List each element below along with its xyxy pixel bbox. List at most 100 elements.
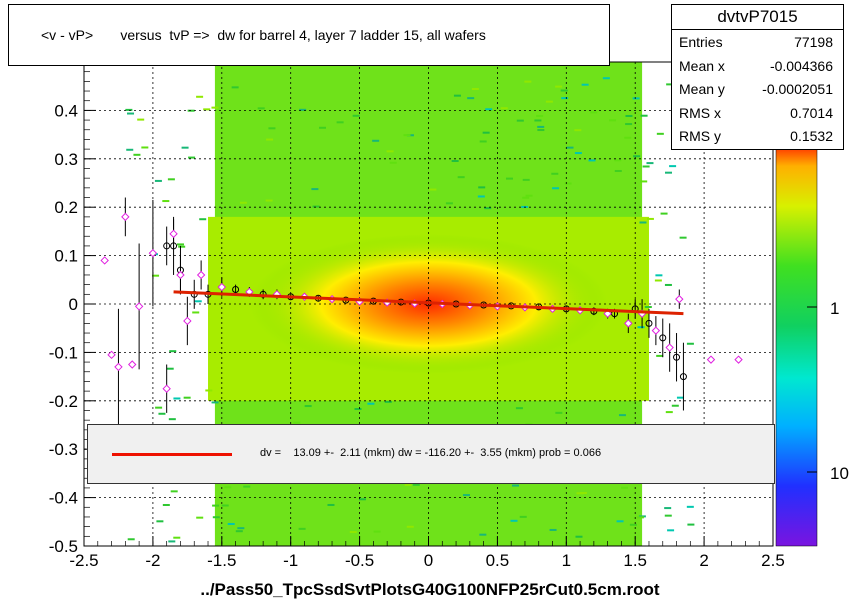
density-cell [646, 162, 654, 165]
density-cell [211, 106, 219, 109]
density-cell [555, 85, 563, 88]
density-cell [299, 108, 307, 111]
density-cell [640, 180, 648, 183]
density-cell [266, 138, 274, 141]
axes: -2.5 -2 -1.5 -1 -0.5 0 0.5 1 1.5 2 2.5 -0.5 -0.4 -0.3… [49, 61, 785, 570]
density-cell [404, 483, 412, 486]
density-cell [293, 421, 301, 424]
profile-point-alt [675, 294, 684, 304]
density-cell [656, 132, 664, 135]
density-cell [203, 108, 211, 111]
density-cell [639, 221, 647, 224]
density-cell [524, 80, 532, 83]
density-cell [510, 519, 518, 522]
density-cell [637, 326, 645, 329]
density-cell [205, 389, 213, 392]
density-cell [505, 177, 513, 180]
density-cell [478, 186, 486, 189]
density-cell [525, 194, 533, 197]
density-cell [671, 404, 679, 407]
density-cell [516, 119, 524, 122]
fit-line [173, 290, 684, 316]
density-cell [646, 217, 654, 220]
profile-point-alt [734, 355, 743, 364]
density-cell [231, 86, 239, 89]
x-tick-label: 2 [699, 551, 708, 570]
x-tick-label: -0.5 [345, 551, 374, 570]
density-cell [664, 514, 672, 517]
density-cell [451, 159, 459, 162]
stats-value: -0.0002051 [762, 81, 833, 97]
density-cell [156, 520, 164, 523]
density-cell [170, 490, 178, 493]
density-cell [199, 218, 207, 221]
density-cell [482, 131, 490, 134]
stats-row: Mean x -0.004366 [672, 54, 843, 78]
profile-point-alt [148, 248, 158, 258]
density-cell [669, 165, 677, 168]
density-cell [178, 245, 186, 248]
profile-point-alt [651, 326, 661, 335]
density-cell [239, 201, 247, 204]
density-cell [555, 411, 563, 414]
density-cell [167, 178, 175, 181]
density-cell [194, 300, 202, 303]
density-cell [237, 527, 245, 530]
density-cell [352, 114, 360, 117]
density-cell [522, 178, 530, 181]
density-cell [168, 418, 176, 421]
density-cell [127, 112, 135, 115]
density-cell [552, 187, 560, 190]
chart-title: <v - vP> versus tvP => dw for barrel 4, … [41, 27, 486, 43]
density-cell [676, 396, 684, 399]
x-tick-label: 1.5 [623, 551, 647, 570]
profile-point [679, 373, 687, 381]
density-cell [618, 414, 626, 417]
density-cell [221, 504, 229, 507]
density-cell [664, 507, 672, 510]
density-cell [176, 243, 184, 246]
stats-row: Mean y -0.0002051 [672, 77, 843, 101]
density-cell [625, 114, 633, 117]
density-cell [141, 146, 149, 149]
density-cell [484, 207, 492, 210]
density-cell [257, 107, 265, 110]
density-cell [614, 169, 622, 172]
density-cell [462, 494, 470, 497]
density-cell [522, 196, 530, 199]
density-cell [655, 274, 663, 277]
stats-value: -0.004366 [769, 57, 833, 74]
density-cell [609, 119, 617, 122]
density-cell [621, 486, 629, 489]
density-cell [354, 408, 362, 411]
density-cell [479, 140, 487, 143]
density-cell [412, 483, 420, 486]
density-cell [642, 165, 650, 168]
x-tick-label: 1 [562, 551, 571, 570]
y-tick-label: 0 [69, 295, 78, 314]
density-cell [537, 129, 545, 132]
stats-value: 0.1532 [790, 128, 833, 144]
density-cell [479, 533, 487, 536]
density-cell [636, 516, 644, 519]
stats-value: 77198 [794, 34, 833, 50]
x-tick-label: -2 [145, 551, 160, 570]
y-tick-label: 0.4 [54, 101, 78, 120]
density-cell [581, 83, 589, 86]
density-cell [367, 402, 375, 405]
density-cell [536, 114, 544, 117]
density-cell [192, 311, 200, 314]
profile-point [645, 319, 653, 327]
density-cell [155, 406, 163, 409]
density-cell [545, 100, 553, 103]
y-tick-label: 0.1 [54, 247, 78, 266]
density-cell [133, 153, 141, 156]
density-cell [679, 236, 687, 239]
x-tick-label: -1.5 [207, 551, 236, 570]
density-cell [168, 540, 176, 543]
profile-point-alt [169, 229, 178, 239]
density-cell [211, 401, 219, 404]
density-cell [633, 155, 641, 158]
y-tick-label: -0.1 [49, 343, 78, 362]
density-cell [188, 156, 196, 159]
